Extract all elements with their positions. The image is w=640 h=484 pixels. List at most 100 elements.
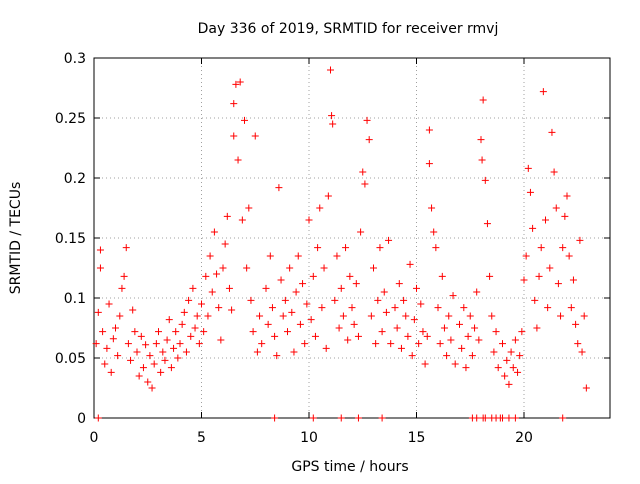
data-point bbox=[550, 168, 558, 176]
data-point bbox=[118, 284, 126, 292]
x-tick-label: 0 bbox=[90, 430, 99, 446]
data-point bbox=[99, 328, 107, 336]
data-point bbox=[443, 352, 451, 360]
data-point bbox=[514, 368, 522, 376]
data-point bbox=[324, 192, 332, 200]
data-point bbox=[365, 136, 373, 144]
data-point bbox=[114, 352, 122, 360]
data-point bbox=[303, 300, 311, 308]
data-point bbox=[96, 246, 104, 254]
data-point bbox=[223, 212, 231, 220]
data-point bbox=[475, 336, 483, 344]
data-point bbox=[256, 312, 264, 320]
data-point bbox=[413, 284, 420, 292]
data-point bbox=[458, 344, 466, 352]
data-point bbox=[120, 272, 128, 280]
data-point bbox=[516, 352, 524, 360]
data-point bbox=[425, 126, 433, 134]
data-point bbox=[391, 304, 399, 312]
data-point bbox=[434, 304, 442, 312]
data-point bbox=[142, 341, 150, 349]
data-point bbox=[228, 306, 236, 314]
data-point bbox=[524, 164, 532, 172]
data-point bbox=[174, 354, 182, 362]
data-point bbox=[440, 324, 448, 332]
data-point bbox=[537, 244, 545, 252]
data-point bbox=[92, 340, 100, 348]
data-point bbox=[225, 284, 233, 292]
data-point bbox=[447, 336, 455, 344]
data-point bbox=[509, 364, 517, 372]
data-point bbox=[320, 264, 328, 272]
data-point bbox=[372, 340, 380, 348]
data-point bbox=[554, 280, 562, 288]
data-point bbox=[258, 340, 266, 348]
data-point bbox=[378, 414, 386, 422]
data-point bbox=[552, 204, 560, 212]
data-point bbox=[288, 308, 296, 316]
data-point bbox=[238, 216, 246, 224]
data-point bbox=[290, 348, 298, 356]
data-point bbox=[522, 252, 530, 260]
data-point bbox=[131, 328, 139, 336]
data-point bbox=[157, 368, 165, 376]
data-point bbox=[490, 348, 498, 356]
data-point bbox=[408, 352, 416, 360]
data-point bbox=[116, 312, 124, 320]
data-point bbox=[208, 288, 216, 296]
data-point bbox=[191, 324, 199, 332]
data-point bbox=[159, 348, 167, 356]
data-point bbox=[505, 414, 513, 422]
data-point bbox=[580, 312, 588, 320]
data-point bbox=[486, 272, 494, 280]
data-point bbox=[316, 204, 324, 212]
data-point bbox=[268, 304, 276, 312]
y-tick-label: 0.3 bbox=[64, 51, 86, 67]
data-point bbox=[361, 180, 369, 188]
data-point bbox=[247, 296, 255, 304]
data-point bbox=[94, 414, 102, 422]
data-point bbox=[213, 270, 221, 278]
data-point bbox=[546, 264, 554, 272]
data-point bbox=[421, 360, 429, 368]
data-point bbox=[402, 312, 410, 320]
data-point bbox=[195, 340, 203, 348]
chart-title: Day 336 of 2019, SRMTID for receiver rmv… bbox=[198, 21, 499, 37]
data-point bbox=[328, 112, 336, 120]
data-point bbox=[354, 414, 362, 422]
data-point bbox=[376, 244, 384, 252]
data-point bbox=[253, 348, 261, 356]
data-point bbox=[382, 308, 390, 316]
data-point bbox=[215, 304, 223, 312]
grid-lines bbox=[94, 58, 610, 418]
data-point bbox=[385, 236, 393, 244]
data-point bbox=[327, 66, 334, 74]
data-point bbox=[307, 316, 315, 324]
data-point bbox=[339, 312, 347, 320]
data-point bbox=[281, 296, 289, 304]
data-point bbox=[122, 244, 130, 252]
data-point bbox=[198, 300, 205, 308]
data-point bbox=[251, 132, 259, 140]
data-point bbox=[404, 332, 412, 340]
data-point bbox=[501, 372, 509, 380]
data-point bbox=[565, 252, 573, 260]
data-point bbox=[133, 348, 141, 356]
data-point bbox=[139, 364, 147, 372]
data-point bbox=[333, 252, 341, 260]
data-point bbox=[210, 228, 218, 236]
data-point bbox=[531, 296, 539, 304]
data-point bbox=[204, 312, 212, 320]
data-point bbox=[417, 300, 425, 308]
y-axis-label: SRMTID / TECUs bbox=[8, 182, 24, 295]
data-point bbox=[187, 332, 195, 340]
data-point bbox=[406, 260, 414, 268]
data-point bbox=[425, 160, 433, 168]
data-point bbox=[294, 252, 302, 260]
data-point bbox=[249, 328, 257, 336]
data-point bbox=[296, 320, 304, 328]
data-point bbox=[337, 414, 345, 422]
data-point bbox=[217, 336, 225, 344]
data-point bbox=[492, 328, 500, 336]
